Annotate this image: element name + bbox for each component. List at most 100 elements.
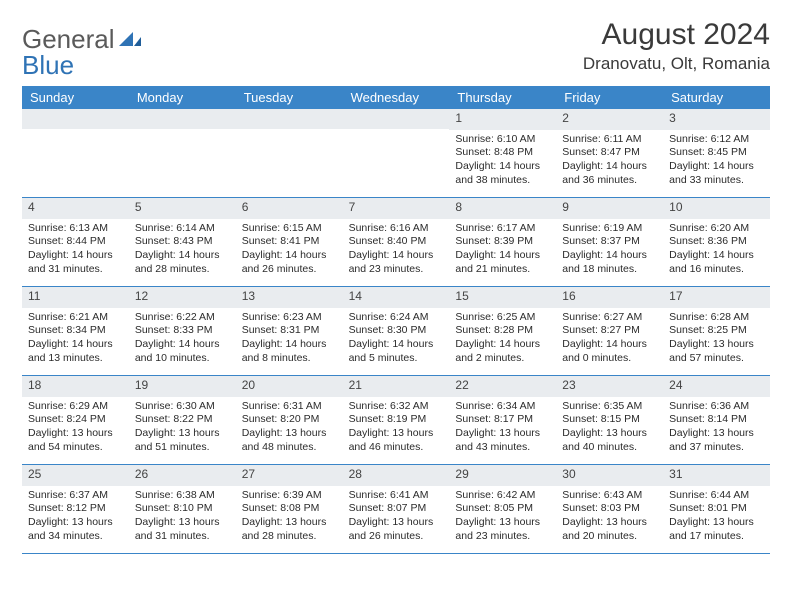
day-cell: 22Sunrise: 6:34 AMSunset: 8:17 PMDayligh… <box>449 376 556 464</box>
sunrise-text: Sunrise: 6:34 AM <box>455 400 550 414</box>
day-body: Sunrise: 6:25 AMSunset: 8:28 PMDaylight:… <box>449 308 556 370</box>
day-number: 3 <box>663 109 770 130</box>
day-body: Sunrise: 6:27 AMSunset: 8:27 PMDaylight:… <box>556 308 663 370</box>
sunrise-text: Sunrise: 6:17 AM <box>455 222 550 236</box>
dow-sunday: Sunday <box>22 86 129 109</box>
week-row: 4Sunrise: 6:13 AMSunset: 8:44 PMDaylight… <box>22 198 770 287</box>
day-number: 21 <box>343 376 450 397</box>
daylight-text: Daylight: 13 hours and 48 minutes. <box>242 427 337 454</box>
sunset-text: Sunset: 8:01 PM <box>669 502 764 516</box>
sunrise-text: Sunrise: 6:29 AM <box>28 400 123 414</box>
day-cell <box>22 109 129 197</box>
day-number: 14 <box>343 287 450 308</box>
sunset-text: Sunset: 8:45 PM <box>669 146 764 160</box>
day-number-blank <box>129 109 236 129</box>
day-number: 2 <box>556 109 663 130</box>
sunset-text: Sunset: 8:47 PM <box>562 146 657 160</box>
sunrise-text: Sunrise: 6:30 AM <box>135 400 230 414</box>
week-row: 25Sunrise: 6:37 AMSunset: 8:12 PMDayligh… <box>22 465 770 554</box>
sunrise-text: Sunrise: 6:19 AM <box>562 222 657 236</box>
week-row: 1Sunrise: 6:10 AMSunset: 8:48 PMDaylight… <box>22 109 770 198</box>
daylight-text: Daylight: 14 hours and 2 minutes. <box>455 338 550 365</box>
day-number: 7 <box>343 198 450 219</box>
day-number: 18 <box>22 376 129 397</box>
day-number: 29 <box>449 465 556 486</box>
sunset-text: Sunset: 8:37 PM <box>562 235 657 249</box>
location-label: Dranovatu, Olt, Romania <box>583 54 770 74</box>
sunrise-text: Sunrise: 6:10 AM <box>455 133 550 147</box>
day-cell: 28Sunrise: 6:41 AMSunset: 8:07 PMDayligh… <box>343 465 450 553</box>
sunrise-text: Sunrise: 6:37 AM <box>28 489 123 503</box>
sunrise-text: Sunrise: 6:25 AM <box>455 311 550 325</box>
day-number: 5 <box>129 198 236 219</box>
day-number: 8 <box>449 198 556 219</box>
day-cell: 17Sunrise: 6:28 AMSunset: 8:25 PMDayligh… <box>663 287 770 375</box>
daylight-text: Daylight: 13 hours and 46 minutes. <box>349 427 444 454</box>
sunset-text: Sunset: 8:19 PM <box>349 413 444 427</box>
day-cell: 11Sunrise: 6:21 AMSunset: 8:34 PMDayligh… <box>22 287 129 375</box>
sunset-text: Sunset: 8:07 PM <box>349 502 444 516</box>
sunset-text: Sunset: 8:14 PM <box>669 413 764 427</box>
day-number: 19 <box>129 376 236 397</box>
day-cell: 25Sunrise: 6:37 AMSunset: 8:12 PMDayligh… <box>22 465 129 553</box>
daylight-text: Daylight: 14 hours and 23 minutes. <box>349 249 444 276</box>
day-number: 15 <box>449 287 556 308</box>
sunset-text: Sunset: 8:10 PM <box>135 502 230 516</box>
day-number: 9 <box>556 198 663 219</box>
day-body: Sunrise: 6:29 AMSunset: 8:24 PMDaylight:… <box>22 397 129 459</box>
day-body: Sunrise: 6:42 AMSunset: 8:05 PMDaylight:… <box>449 486 556 548</box>
sunset-text: Sunset: 8:25 PM <box>669 324 764 338</box>
sunrise-text: Sunrise: 6:39 AM <box>242 489 337 503</box>
logo-mark-icon <box>119 24 141 55</box>
day-body: Sunrise: 6:44 AMSunset: 8:01 PMDaylight:… <box>663 486 770 548</box>
sunset-text: Sunset: 8:20 PM <box>242 413 337 427</box>
day-cell: 15Sunrise: 6:25 AMSunset: 8:28 PMDayligh… <box>449 287 556 375</box>
daylight-text: Daylight: 13 hours and 23 minutes. <box>455 516 550 543</box>
sunset-text: Sunset: 8:15 PM <box>562 413 657 427</box>
day-body: Sunrise: 6:23 AMSunset: 8:31 PMDaylight:… <box>236 308 343 370</box>
day-cell: 19Sunrise: 6:30 AMSunset: 8:22 PMDayligh… <box>129 376 236 464</box>
daylight-text: Daylight: 14 hours and 18 minutes. <box>562 249 657 276</box>
day-cell: 1Sunrise: 6:10 AMSunset: 8:48 PMDaylight… <box>449 109 556 197</box>
sunrise-text: Sunrise: 6:13 AM <box>28 222 123 236</box>
daylight-text: Daylight: 13 hours and 54 minutes. <box>28 427 123 454</box>
day-number: 1 <box>449 109 556 130</box>
sunset-text: Sunset: 8:39 PM <box>455 235 550 249</box>
day-cell <box>343 109 450 197</box>
day-body: Sunrise: 6:34 AMSunset: 8:17 PMDaylight:… <box>449 397 556 459</box>
day-body: Sunrise: 6:20 AMSunset: 8:36 PMDaylight:… <box>663 219 770 281</box>
day-body: Sunrise: 6:11 AMSunset: 8:47 PMDaylight:… <box>556 130 663 192</box>
sunrise-text: Sunrise: 6:31 AM <box>242 400 337 414</box>
day-body: Sunrise: 6:31 AMSunset: 8:20 PMDaylight:… <box>236 397 343 459</box>
day-number: 17 <box>663 287 770 308</box>
sunrise-text: Sunrise: 6:36 AM <box>669 400 764 414</box>
day-body: Sunrise: 6:28 AMSunset: 8:25 PMDaylight:… <box>663 308 770 370</box>
sunset-text: Sunset: 8:27 PM <box>562 324 657 338</box>
sunrise-text: Sunrise: 6:43 AM <box>562 489 657 503</box>
sunrise-text: Sunrise: 6:21 AM <box>28 311 123 325</box>
sunset-text: Sunset: 8:08 PM <box>242 502 337 516</box>
day-number: 28 <box>343 465 450 486</box>
day-number: 11 <box>22 287 129 308</box>
day-number: 27 <box>236 465 343 486</box>
sunset-text: Sunset: 8:44 PM <box>28 235 123 249</box>
day-number: 10 <box>663 198 770 219</box>
dow-tuesday: Tuesday <box>236 86 343 109</box>
day-cell: 16Sunrise: 6:27 AMSunset: 8:27 PMDayligh… <box>556 287 663 375</box>
sunrise-text: Sunrise: 6:41 AM <box>349 489 444 503</box>
week-row: 18Sunrise: 6:29 AMSunset: 8:24 PMDayligh… <box>22 376 770 465</box>
day-body: Sunrise: 6:39 AMSunset: 8:08 PMDaylight:… <box>236 486 343 548</box>
day-number: 12 <box>129 287 236 308</box>
sunset-text: Sunset: 8:03 PM <box>562 502 657 516</box>
dow-thursday: Thursday <box>449 86 556 109</box>
day-cell: 31Sunrise: 6:44 AMSunset: 8:01 PMDayligh… <box>663 465 770 553</box>
daylight-text: Daylight: 13 hours and 57 minutes. <box>669 338 764 365</box>
sunset-text: Sunset: 8:12 PM <box>28 502 123 516</box>
day-body: Sunrise: 6:38 AMSunset: 8:10 PMDaylight:… <box>129 486 236 548</box>
daylight-text: Daylight: 13 hours and 34 minutes. <box>28 516 123 543</box>
daylight-text: Daylight: 14 hours and 8 minutes. <box>242 338 337 365</box>
sunrise-text: Sunrise: 6:38 AM <box>135 489 230 503</box>
sunset-text: Sunset: 8:05 PM <box>455 502 550 516</box>
sunrise-text: Sunrise: 6:28 AM <box>669 311 764 325</box>
day-number: 30 <box>556 465 663 486</box>
